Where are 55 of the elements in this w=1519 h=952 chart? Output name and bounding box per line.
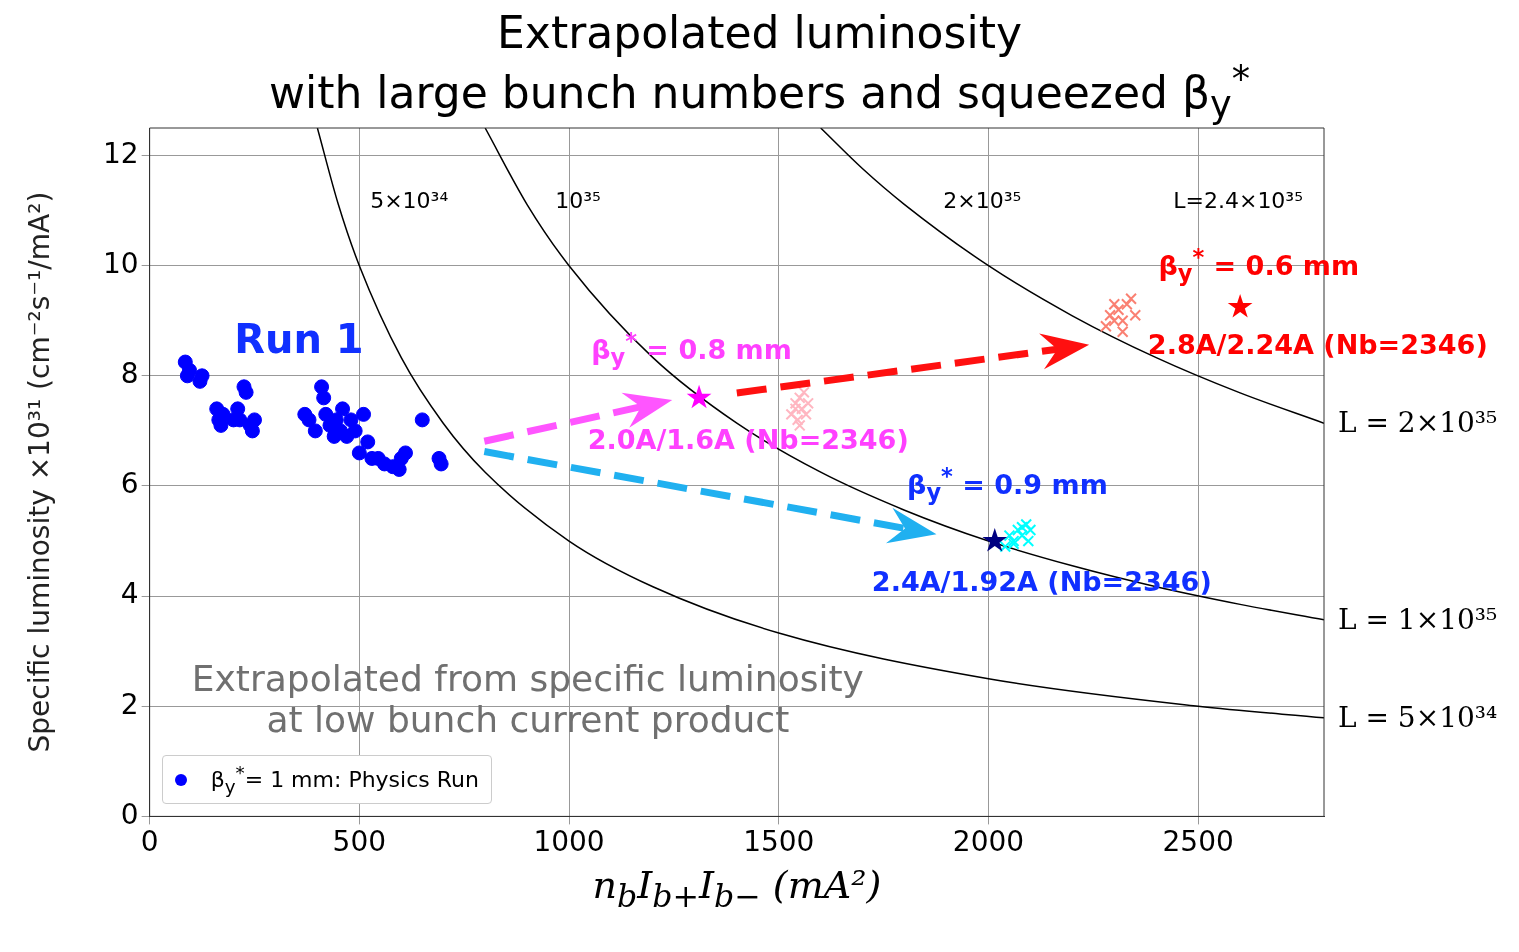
annotation: Run 1 [234, 316, 364, 363]
point [307, 423, 323, 439]
point [1112, 303, 1125, 316]
x-tick-label: 1500 [743, 825, 815, 859]
point [1125, 292, 1138, 305]
point [1104, 309, 1117, 322]
point [414, 412, 430, 428]
y-axis-title: Specific luminosity ×10³¹ (cm⁻²s⁻¹/mA²) [22, 191, 56, 753]
legend-label: β$_{y}$$^{*}$= 1 mm: Physics Run [210, 762, 479, 798]
y-tick-label: 10 [102, 246, 139, 280]
x-tick-label: 2500 [1162, 825, 1234, 859]
y-tick-label: 0 [120, 797, 139, 831]
point [301, 412, 317, 428]
point [789, 397, 802, 410]
annotation: 2×10³⁵ [943, 188, 1022, 214]
point [1227, 293, 1253, 318]
point [982, 528, 1008, 552]
point [1120, 298, 1133, 311]
x-tick-label: 2000 [952, 825, 1025, 859]
series-label: L = 2×10³⁵ [1338, 406, 1498, 440]
y-tick-label: 12 [102, 136, 139, 170]
point [686, 384, 712, 409]
y-tick-label: 4 [120, 577, 139, 611]
annotation: 10³⁵ [555, 188, 601, 214]
point [351, 445, 367, 461]
annotation: 2.8A/2.24A (Nb=2346) [1147, 328, 1488, 360]
point [347, 423, 363, 439]
point [316, 390, 332, 406]
point [181, 362, 197, 378]
point [360, 434, 376, 450]
point [356, 406, 372, 422]
point [1108, 314, 1121, 327]
y-tick-label: 6 [120, 467, 139, 501]
point [1108, 298, 1121, 311]
x-axis-title: n$_{b}$I$_{b+}$I$_{b−}$ (mA²) [591, 863, 883, 915]
point [1003, 529, 1016, 542]
point [1099, 320, 1112, 333]
series-label: L = 5×10³⁴ [1338, 700, 1498, 734]
point [999, 540, 1012, 553]
point [1020, 518, 1033, 531]
point [397, 445, 413, 461]
point [797, 386, 810, 399]
point [246, 412, 262, 428]
annotation: β$_{y}$$^{*}$ = 0.9 mm [907, 462, 1108, 506]
point [1129, 309, 1142, 322]
series-label: L = 1×10³⁵ [1338, 602, 1498, 636]
annotation: L=2.4×10³⁵ [1173, 188, 1304, 214]
y-tick-label: 2 [120, 687, 139, 721]
y-tick-label: 8 [120, 357, 139, 391]
x-tick-label: 500 [332, 825, 387, 859]
point [1011, 524, 1024, 536]
annotation: 5×10³⁴ [370, 188, 449, 214]
point [335, 401, 351, 417]
x-tick-label: 1000 [533, 825, 605, 859]
annotation: β$_{y}$$^{*}$ = 0.6 mm [1158, 243, 1360, 287]
